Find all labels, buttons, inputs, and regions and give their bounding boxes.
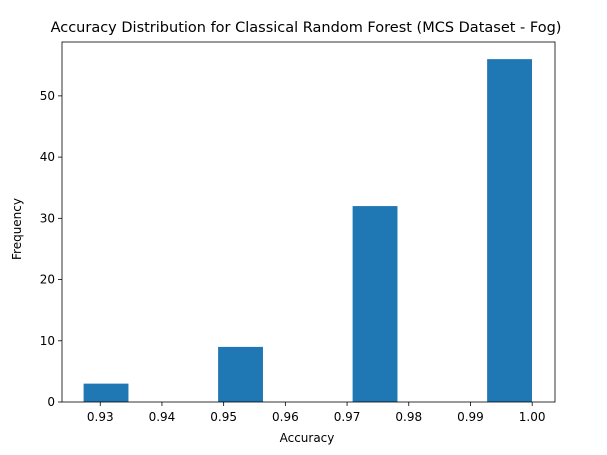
chart-title: Accuracy Distribution for Classical Rand…	[51, 20, 562, 36]
x-tick-label: 0.98	[395, 410, 422, 424]
y-tick-label: 40	[40, 150, 55, 164]
y-axis-label: Frequency	[10, 198, 24, 260]
x-tick-label: 1.00	[519, 410, 546, 424]
x-tick-label: 0.93	[87, 410, 114, 424]
y-axis-ticks: 0 10 20 30 40 50	[40, 89, 62, 409]
y-tick-label: 50	[40, 89, 55, 103]
histogram-bar-9	[487, 59, 532, 403]
x-tick-label: 0.97	[334, 410, 361, 424]
y-tick-label: 10	[40, 334, 55, 348]
y-tick-label: 0	[47, 395, 55, 409]
x-tick-label: 0.95	[210, 410, 237, 424]
x-axis-ticks: 0.93 0.94 0.95 0.96 0.97 0.98 0.99 1.00	[87, 402, 546, 424]
y-tick-label: 30	[40, 211, 55, 225]
plot-frame	[61, 41, 556, 403]
histogram-bar-6	[352, 206, 398, 402]
x-tick-label: 0.94	[149, 410, 176, 424]
bars-group	[83, 59, 532, 403]
histogram-bar-3	[218, 346, 263, 402]
histogram-bar-0	[83, 383, 129, 402]
y-tick-label: 20	[40, 273, 55, 287]
x-tick-label: 0.99	[457, 410, 484, 424]
x-axis-label: Accuracy	[280, 431, 335, 445]
x-tick-label: 0.96	[272, 410, 299, 424]
